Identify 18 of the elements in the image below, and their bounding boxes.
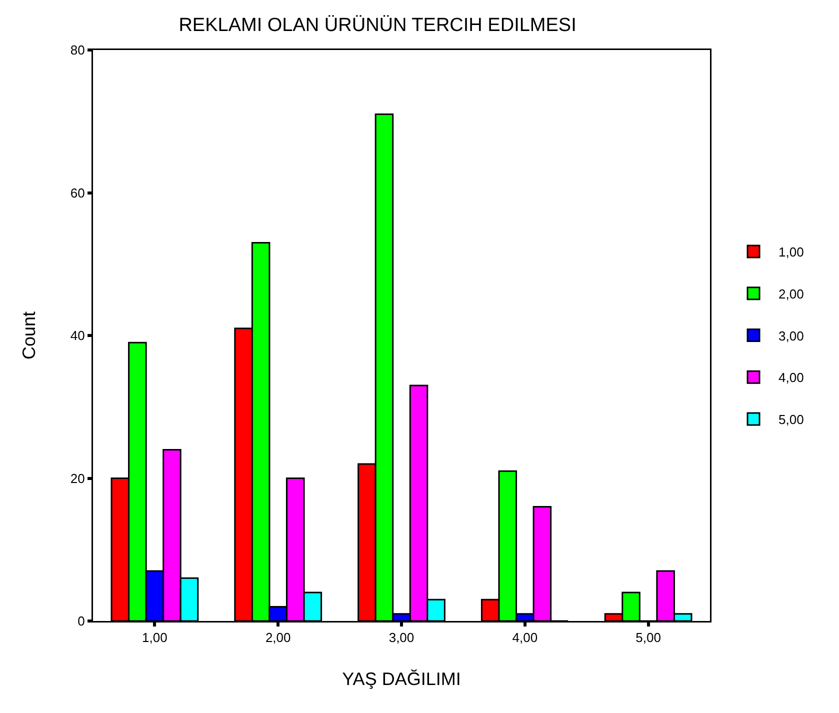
y-axis-title: Count — [18, 311, 39, 360]
y-tick-label: 20 — [70, 470, 85, 486]
legend-label: 4,00 — [778, 370, 804, 386]
x-tick-label: 4,00 — [512, 630, 538, 646]
x-tick-label: 5,00 — [636, 630, 661, 646]
x-tick-label: 2,00 — [265, 630, 291, 646]
y-tick-label: 0 — [78, 614, 85, 629]
x-tick-label: 1,00 — [142, 630, 168, 646]
y-tick-label: 60 — [70, 185, 85, 200]
legend-label: 5,00 — [778, 412, 804, 428]
x-axis-title: YAŞ DAĞILIMI — [342, 668, 461, 689]
legend-label: 1,00 — [778, 244, 804, 260]
legend-label: 3,00 — [778, 328, 804, 344]
legend-label: 2,00 — [778, 286, 804, 302]
y-tick-label: 80 — [70, 42, 85, 58]
x-tick-label: 3,00 — [388, 630, 414, 646]
chart-title: REKLAMI OLAN ÜRÜNÜN TERCIH EDILMESI — [178, 15, 576, 36]
y-tick-label: 40 — [70, 328, 85, 344]
